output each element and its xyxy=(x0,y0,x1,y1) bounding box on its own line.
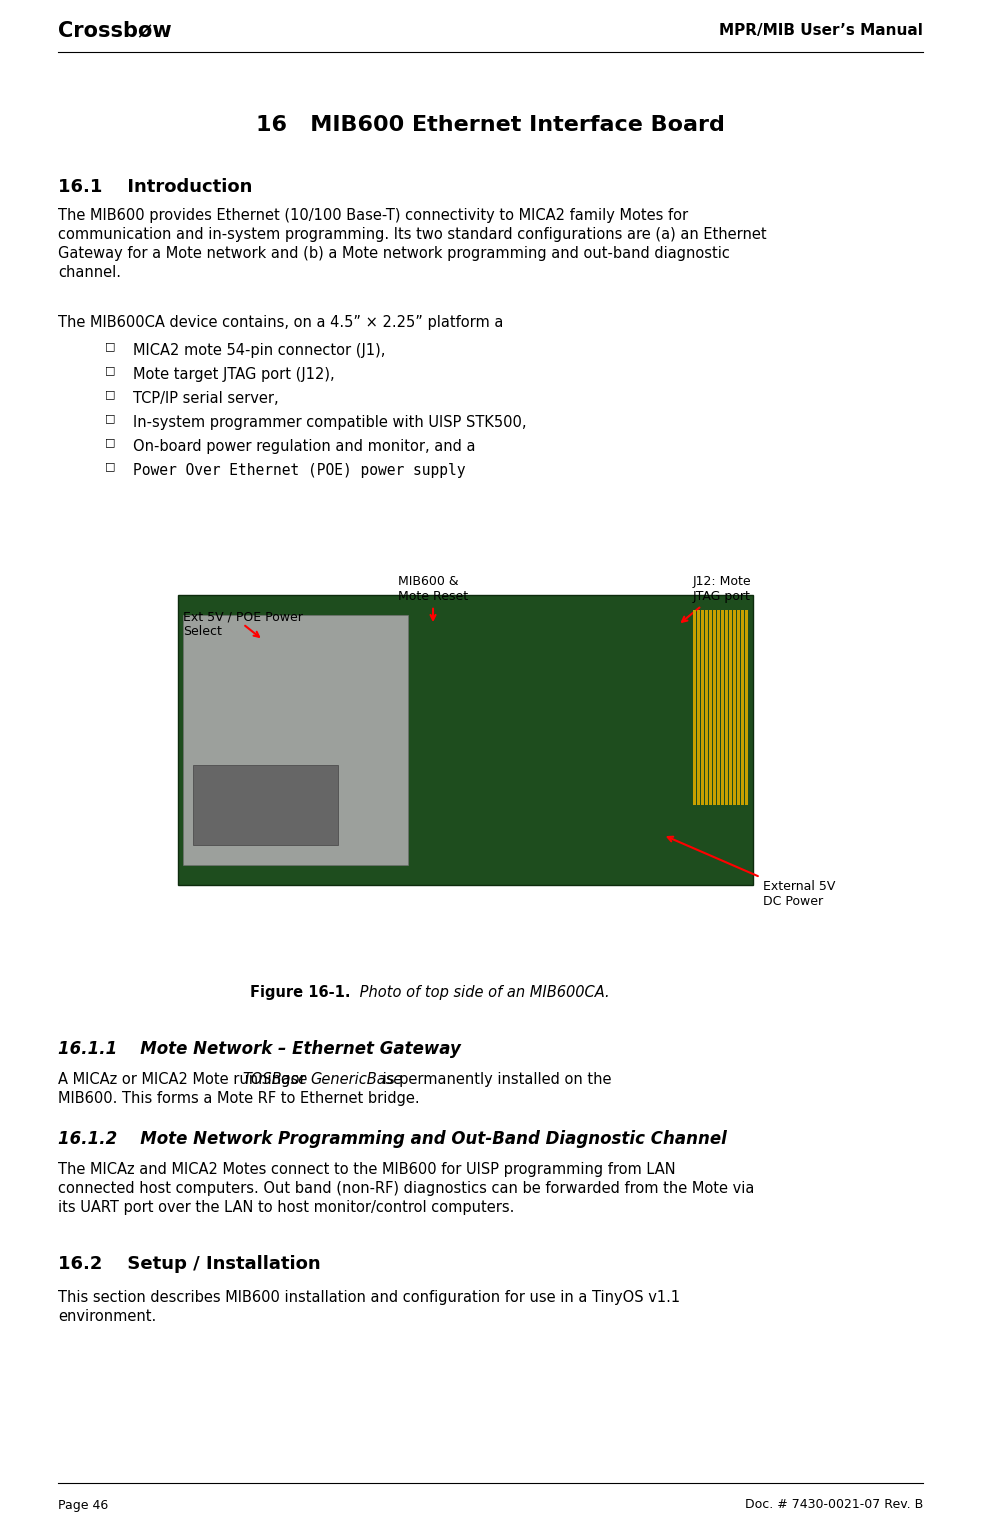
Text: Ext 5V / POE Power
Select: Ext 5V / POE Power Select xyxy=(183,611,303,638)
Text: Crossbøw: Crossbøw xyxy=(58,20,172,40)
Text: environment.: environment. xyxy=(58,1308,156,1323)
Text: In-system programmer compatible with UISP STK500,: In-system programmer compatible with UIS… xyxy=(133,414,527,429)
Bar xyxy=(733,611,736,806)
Bar xyxy=(193,765,338,845)
Text: The MIB600 provides Ethernet (10/100 Base-T) connectivity to MICA2 family Motes : The MIB600 provides Ethernet (10/100 Bas… xyxy=(58,209,688,222)
Text: Page 46: Page 46 xyxy=(58,1499,108,1511)
Bar xyxy=(701,611,704,806)
Text: □: □ xyxy=(105,388,115,399)
Bar xyxy=(693,611,696,806)
Text: External 5V
DC Power: External 5V DC Power xyxy=(668,836,836,908)
Text: □: □ xyxy=(105,366,115,375)
Text: 16.1.1    Mote Network – Ethernet Gateway: 16.1.1 Mote Network – Ethernet Gateway xyxy=(58,1040,461,1058)
Bar xyxy=(168,565,768,920)
Text: connected host computers. Out band (non-RF) diagnostics can be forwarded from th: connected host computers. Out band (non-… xyxy=(58,1180,754,1196)
Text: □: □ xyxy=(105,341,115,350)
Text: Gateway for a Mote network and (b) a Mote network programming and out-band diagn: Gateway for a Mote network and (b) a Mot… xyxy=(58,247,730,260)
Text: 16.1.2    Mote Network Programming and Out-Band Diagnostic Channel: 16.1.2 Mote Network Programming and Out-… xyxy=(58,1130,727,1148)
Text: is permanently installed on the: is permanently installed on the xyxy=(378,1072,611,1087)
Bar xyxy=(709,611,712,806)
Text: This section describes MIB600 installation and configuration for use in a TinyOS: This section describes MIB600 installati… xyxy=(58,1290,680,1305)
Text: Mote target JTAG port (J12),: Mote target JTAG port (J12), xyxy=(133,367,335,382)
Text: The MICAz and MICA2 Motes connect to the MIB600 for UISP programming from LAN: The MICAz and MICA2 Motes connect to the… xyxy=(58,1162,676,1177)
Bar xyxy=(183,615,408,865)
Text: MIB600 &
Mote Reset: MIB600 & Mote Reset xyxy=(398,576,468,620)
Text: J12: Mote
JTAG port: J12: Mote JTAG port xyxy=(682,576,751,621)
Bar xyxy=(178,595,753,885)
Text: 16   MIB600 Ethernet Interface Board: 16 MIB600 Ethernet Interface Board xyxy=(256,116,725,136)
Text: TCP/IP serial server,: TCP/IP serial server, xyxy=(133,391,279,407)
Text: MPR/MIB User’s Manual: MPR/MIB User’s Manual xyxy=(719,23,923,38)
Text: its UART port over the LAN to host monitor/control computers.: its UART port over the LAN to host monit… xyxy=(58,1200,514,1215)
Bar xyxy=(741,611,744,806)
Bar xyxy=(705,611,708,806)
Text: channel.: channel. xyxy=(58,265,121,280)
Bar xyxy=(725,611,728,806)
Bar xyxy=(717,611,720,806)
Text: communication and in-system programming. Its two standard configurations are (a): communication and in-system programming.… xyxy=(58,227,766,242)
Text: The MIB600CA device contains, on a 4.5” × 2.25” platform a: The MIB600CA device contains, on a 4.5” … xyxy=(58,315,503,330)
Bar xyxy=(737,611,740,806)
Bar xyxy=(721,611,724,806)
Text: □: □ xyxy=(105,413,115,423)
Text: Photo of top side of an MIB600CA.: Photo of top side of an MIB600CA. xyxy=(355,985,609,1001)
Text: MIB600. This forms a Mote RF to Ethernet bridge.: MIB600. This forms a Mote RF to Ethernet… xyxy=(58,1090,420,1106)
Bar xyxy=(745,611,748,806)
Text: Power Over Ethernet (POE) power supply: Power Over Ethernet (POE) power supply xyxy=(133,463,466,478)
Text: 16.1    Introduction: 16.1 Introduction xyxy=(58,178,252,196)
Bar xyxy=(729,611,732,806)
Text: MICA2 mote 54-pin connector (J1),: MICA2 mote 54-pin connector (J1), xyxy=(133,343,386,358)
Text: □: □ xyxy=(105,437,115,446)
Text: TOSBase: TOSBase xyxy=(242,1072,308,1087)
Bar xyxy=(713,611,716,806)
Text: GenericBase: GenericBase xyxy=(310,1072,402,1087)
Text: A MICAz or MICA2 Mote running: A MICAz or MICA2 Mote running xyxy=(58,1072,295,1087)
Text: or: or xyxy=(285,1072,310,1087)
Text: On-board power regulation and monitor, and a: On-board power regulation and monitor, a… xyxy=(133,439,476,454)
Text: Figure 16-1.: Figure 16-1. xyxy=(249,985,350,1001)
Text: 16.2    Setup / Installation: 16.2 Setup / Installation xyxy=(58,1255,321,1273)
Text: Doc. # 7430-0021-07 Rev. B: Doc. # 7430-0021-07 Rev. B xyxy=(745,1499,923,1511)
Text: □: □ xyxy=(105,461,115,471)
Bar xyxy=(697,611,700,806)
